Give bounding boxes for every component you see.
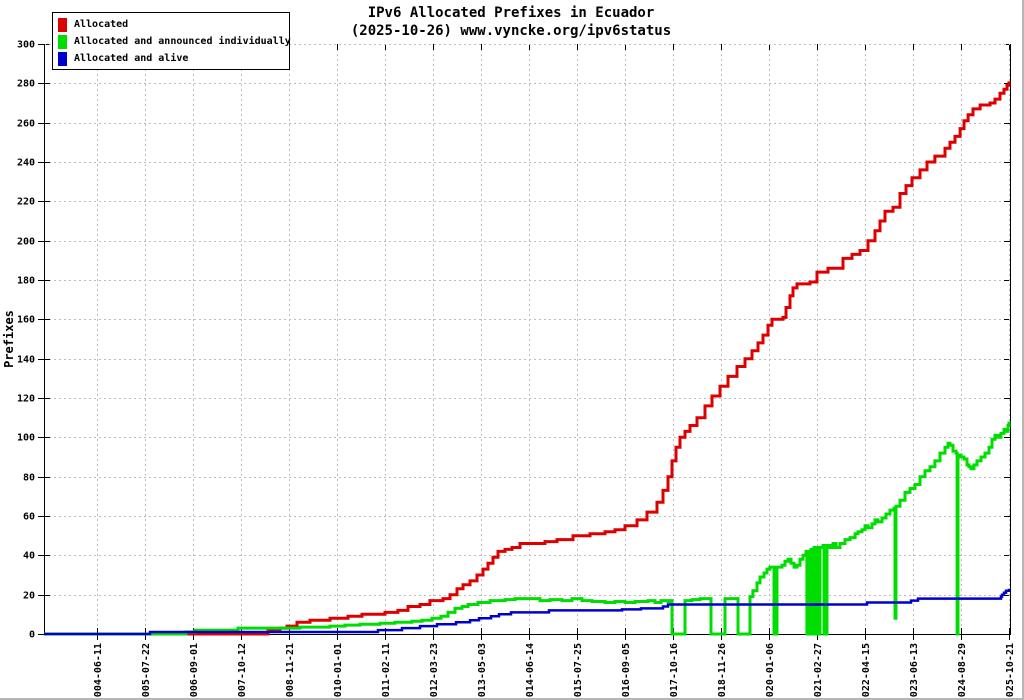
legend-item-announced: Allocated and announced individually bbox=[58, 33, 291, 50]
legend-label-allocated: Allocated bbox=[74, 19, 129, 30]
x-tick-label: 2022-04-15 bbox=[861, 643, 872, 698]
x-tick-label: 2018-11-26 bbox=[717, 643, 728, 698]
y-tick-label: 20 bbox=[23, 591, 35, 602]
legend-label-announced: Allocated and announced individually bbox=[74, 36, 291, 47]
x-tick-label: 2015-07-25 bbox=[573, 643, 584, 698]
y-tick-label: 0 bbox=[29, 630, 35, 641]
x-tick-label: 2012-03-23 bbox=[429, 643, 440, 698]
y-tick-label: 180 bbox=[17, 276, 35, 287]
legend-swatch-allocated bbox=[58, 17, 67, 32]
x-tick-label: 2021-02-27 bbox=[813, 643, 824, 698]
legend-box: Allocated Allocated and announced indivi… bbox=[52, 12, 291, 70]
chart-title-line2: (2025-10-26) www.vyncke.org/ipv6status bbox=[350, 23, 672, 39]
legend-item-alive: Allocated and alive bbox=[58, 50, 289, 67]
legend-item-allocated: Allocated bbox=[58, 16, 289, 33]
y-tick-label: 240 bbox=[17, 158, 35, 169]
x-tick-label: 2024-08-29 bbox=[957, 643, 968, 698]
y-tick-label: 120 bbox=[17, 394, 35, 405]
series-line-allocated-and-alive bbox=[44, 588, 1011, 636]
series-line-allocated bbox=[44, 81, 1011, 636]
x-tick-label: 2023-06-13 bbox=[909, 643, 920, 698]
y-tick-label: 140 bbox=[17, 355, 35, 366]
legend-swatch-announced bbox=[58, 34, 67, 49]
x-tick-label: 2011-02-11 bbox=[381, 643, 392, 698]
x-tick-label: 2007-10-12 bbox=[237, 643, 248, 698]
y-axis-title: Prefixes bbox=[2, 310, 16, 368]
x-tick-label: 2025-10-21 bbox=[1005, 643, 1016, 698]
y-tick-label: 300 bbox=[17, 40, 35, 51]
chart-title: IPv6 Allocated Prefixes in Ecuador (2025… bbox=[0, 4, 1022, 40]
legend-label-alive: Allocated and alive bbox=[74, 53, 189, 64]
y-tick-label: 280 bbox=[17, 79, 35, 90]
x-tick-label: 2016-09-05 bbox=[621, 643, 632, 698]
y-tick-label: 80 bbox=[23, 473, 35, 484]
x-tick-label: 2020-01-06 bbox=[765, 643, 776, 698]
x-tick-label: 2005-07-22 bbox=[141, 643, 152, 698]
y-tick-label: 260 bbox=[17, 119, 35, 130]
legend-swatch-alive bbox=[58, 51, 67, 66]
x-tick-label: 2010-01-01 bbox=[333, 643, 344, 698]
x-tick-label: 2014-06-14 bbox=[525, 643, 536, 698]
y-tick-label: 160 bbox=[17, 315, 35, 326]
x-tick-label: 2008-11-21 bbox=[285, 643, 296, 698]
y-tick-label: 200 bbox=[17, 237, 35, 248]
x-tick-label: 2013-05-03 bbox=[477, 643, 488, 698]
y-tick-label: 40 bbox=[23, 551, 35, 562]
x-tick-label: 2017-10-16 bbox=[669, 643, 680, 698]
y-tick-label: 100 bbox=[17, 433, 35, 444]
x-tick-label: 2004-06-11 bbox=[93, 643, 104, 698]
x-tick-label: 2006-09-01 bbox=[189, 643, 200, 698]
y-tick-label: 220 bbox=[17, 197, 35, 208]
axis-border bbox=[44, 44, 1011, 635]
y-tick-label: 60 bbox=[23, 512, 35, 523]
chart-title-line1: IPv6 Allocated Prefixes in Ecuador bbox=[367, 5, 655, 21]
series-line-allocated-and-announced-individually bbox=[44, 421, 1011, 636]
